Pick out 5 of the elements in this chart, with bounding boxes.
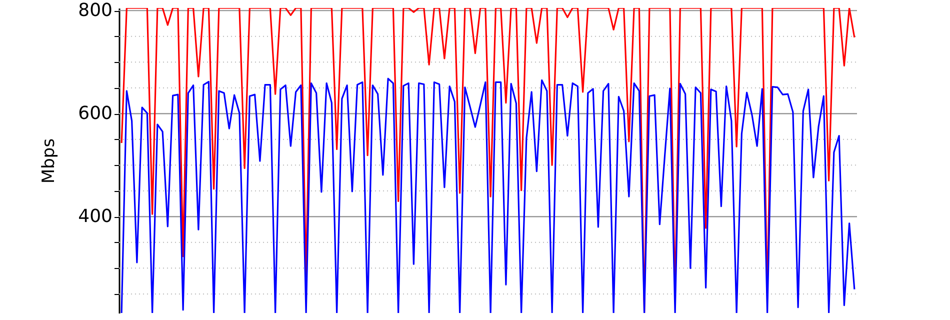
y-tick-label: 800 [78,0,112,22]
y-tick-label: 600 [78,103,112,124]
y-axis-title: Mbps [39,138,60,184]
y-tick-label: 400 [78,206,112,228]
line-series [120,78,856,313]
